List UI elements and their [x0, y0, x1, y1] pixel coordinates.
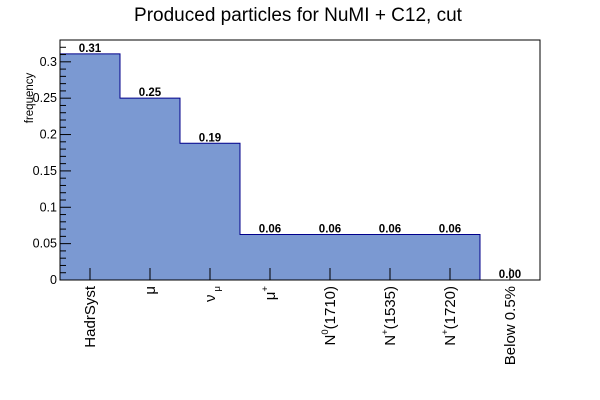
category-label: νμ	[202, 286, 223, 302]
svg-text:N+(1720): N+(1720)	[440, 286, 459, 346]
bar-outline	[59, 53, 540, 281]
svg-text:μ: μ	[142, 286, 159, 295]
bars	[59, 53, 540, 281]
svg-text:N+(1535): N+(1535)	[380, 286, 399, 346]
svg-text:νμ: νμ	[202, 286, 223, 302]
y-tick-label: 0.2	[40, 128, 57, 142]
y-axis-label: frequency	[24, 73, 36, 124]
labels: 0 0.05 0.1 0.15 0.2 0.25 0.3 0.31 0.25 0.19 0.06 0.…	[33, 43, 522, 365]
category-label: N+(1720)	[440, 286, 459, 346]
bar-1	[120, 98, 180, 280]
axes	[60, 39, 511, 281]
data-label: 0.06	[319, 224, 341, 236]
plot-frame	[59, 39, 541, 281]
category-label: Below 0.5%	[502, 286, 519, 365]
y-tick-label: 0.1	[40, 200, 57, 214]
svg-text:N0(1710): N0(1710)	[320, 286, 339, 346]
chart-title: Produced particles for NuMI + C12, cut	[134, 5, 463, 26]
category-label: μ	[142, 286, 159, 295]
y-tick-label: 0.05	[33, 237, 57, 251]
bar-2	[180, 143, 240, 280]
y-tick-label: 0.3	[40, 55, 57, 69]
svg-text:HadrSyst: HadrSyst	[82, 285, 99, 348]
data-label: 0.06	[439, 224, 461, 236]
category-label: N+(1535)	[380, 286, 399, 346]
category-label: N0(1710)	[320, 286, 339, 346]
data-label: 0.25	[139, 87, 162, 99]
svg-text:μ+​: μ+​	[260, 286, 279, 301]
category-label: HadrSyst	[82, 285, 99, 348]
y-tick-label: 0	[50, 273, 57, 287]
svg-text:Below 0.5%: Below 0.5%	[502, 286, 519, 365]
data-label: 0.00	[499, 269, 521, 281]
data-label: 0.06	[379, 224, 401, 236]
data-label: 0.06	[259, 224, 281, 236]
data-label: 0.19	[199, 132, 221, 144]
bar-0	[60, 53, 120, 281]
y-tick-label: 0.15	[33, 164, 57, 178]
category-label: μ+​	[260, 286, 279, 301]
data-label: 0.31	[79, 43, 102, 55]
y-tick-label: 0.25	[33, 91, 57, 105]
